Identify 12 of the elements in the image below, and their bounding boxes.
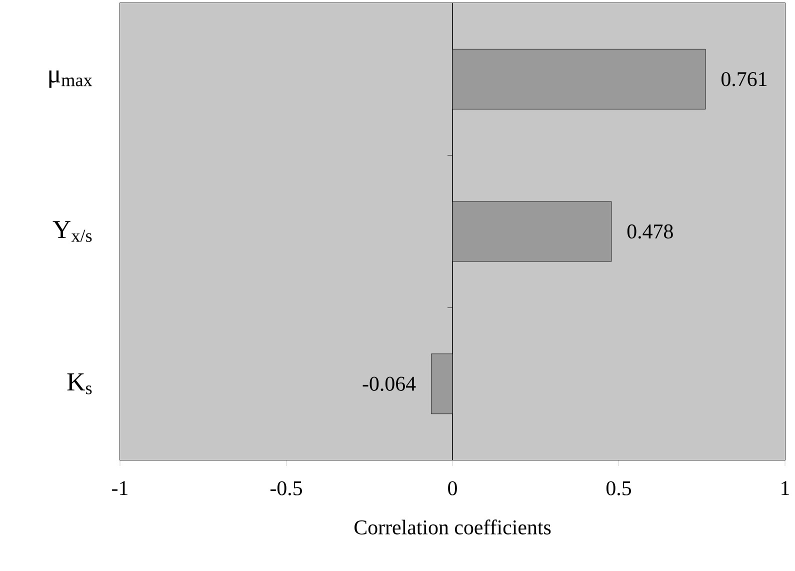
x-tick-label: 0 (448, 481, 457, 496)
x-tick-label: -1 (112, 481, 128, 495)
x-tick-label: -0.5 (270, 481, 302, 496)
y-tick-label: K$_{s}$ (67, 373, 92, 394)
data-label: 0.761 (722, 72, 767, 86)
x-axis-title: Correlation coefficients (354, 520, 551, 534)
x-tick-label: 1 (782, 481, 789, 495)
data-label: 0.478 (627, 224, 673, 239)
y-tick-label: μ$_{max}$ (49, 70, 92, 88)
x-tick-label: 0.5 (606, 481, 632, 496)
data-label: -0.064 (362, 376, 416, 391)
y-tick-label: Y$_{x/s}$ (52, 221, 92, 242)
